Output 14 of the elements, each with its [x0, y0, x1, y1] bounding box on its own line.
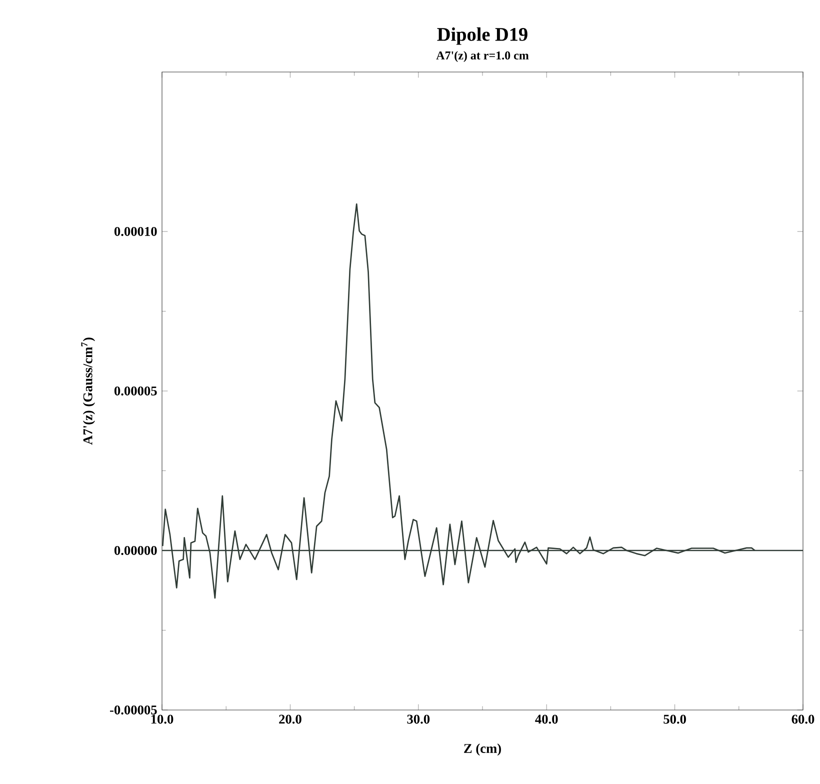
x-tick-label: 10.0 [151, 714, 174, 724]
y-tick-label: -0.00005 [110, 705, 157, 715]
x-tick-label: 40.0 [535, 714, 558, 724]
chart-subtitle: A7'(z) at r=1.0 cm [436, 51, 529, 62]
x-tick-label: 50.0 [664, 714, 686, 724]
y-tick-label: 0.00010 [114, 226, 157, 236]
y-axis-title: A7'(z) (Gauss/cm$^{7}$) [81, 338, 96, 445]
y-tick-label: 0.00000 [114, 546, 157, 556]
y-tick-label: 0.00005 [114, 386, 157, 396]
x-tick-label: 30.0 [407, 714, 430, 724]
chart-title: Dipole D19 [437, 27, 528, 45]
x-tick-label: 20.0 [279, 714, 302, 724]
x-axis-title: Z (cm) [464, 744, 501, 756]
x-tick-label: 60.0 [792, 714, 814, 724]
